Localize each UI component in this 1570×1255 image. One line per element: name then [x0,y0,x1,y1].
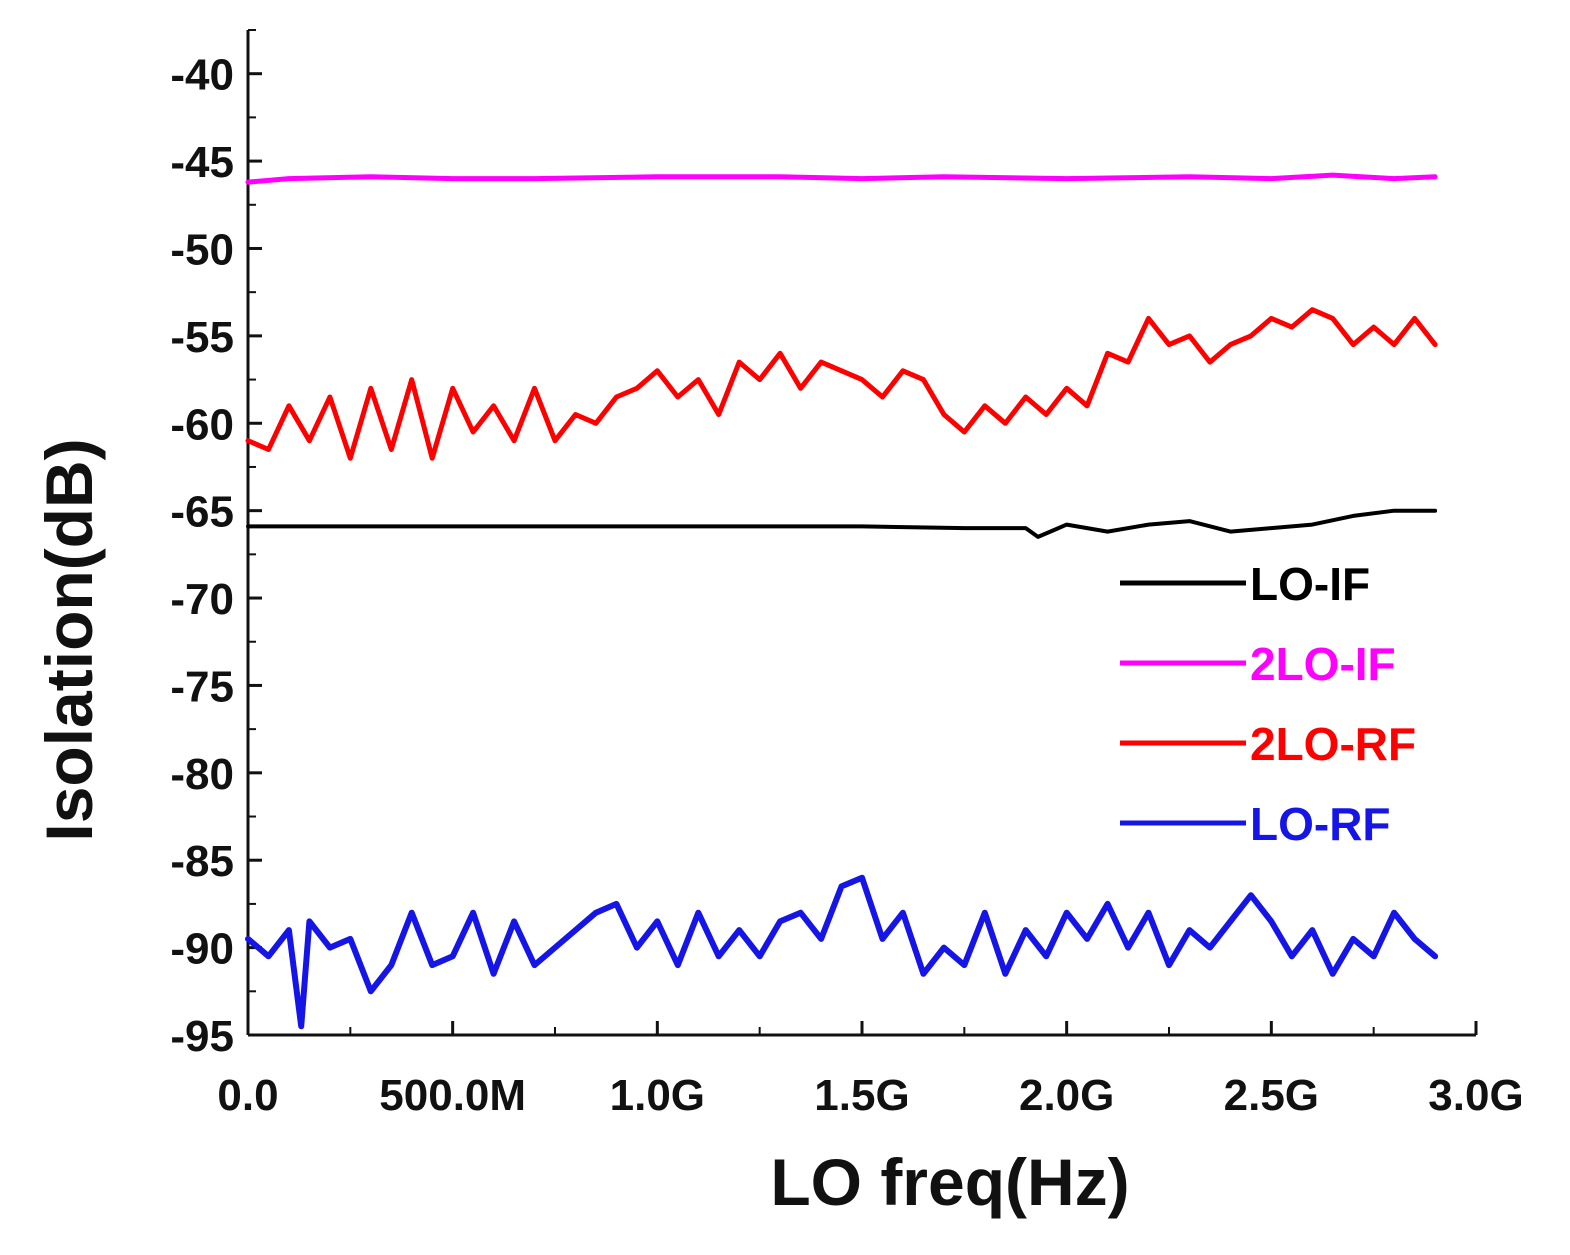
x-tick-label: 3.0G [1428,1071,1523,1120]
series-line-lo-if [246,508,1438,539]
y-tick-label: -55 [170,313,234,362]
axes-layer: -40 -45 -50 -55 -60 -65 -70 -75 -80 -85 -90 -95 0.0 5… [170,29,1524,1120]
x-tick-label: 2.5G [1224,1071,1319,1120]
y-tick-label: -95 [170,1012,234,1061]
y-tick-label: -70 [170,575,234,624]
y-tick-label: -65 [170,488,234,537]
series-line-2lo-rf [245,307,1438,461]
x-tick-label: 0.0 [217,1071,278,1120]
y-tick-label: -90 [170,925,234,974]
y-tick-label: -40 [170,51,234,100]
x-tick-label: 1.0G [610,1071,705,1120]
legend: LO-IF 2LO-IF 2LO-RF LO-RF [1120,558,1416,850]
x-axis-title: LO freq(Hz) [770,1145,1129,1219]
y-tick-label: -50 [170,225,234,274]
y-tick-label: -85 [170,837,234,886]
legend-label-lo-rf: LO-RF [1250,798,1391,850]
y-tick-label: -45 [170,138,234,187]
x-tick-label: 1.5G [814,1071,909,1120]
y-tick-label: -60 [170,400,234,449]
legend-label-2lo-if: 2LO-IF [1250,638,1396,690]
y-tick-label: -80 [170,750,234,799]
x-tick-label: 2.0G [1019,1071,1114,1120]
y-tick-label: -75 [170,662,234,711]
legend-label-2lo-rf: 2LO-RF [1250,718,1416,770]
legend-label-lo-if: LO-IF [1250,558,1370,610]
series-line-lo-rf [245,874,1439,1030]
series-layer [245,172,1439,1030]
y-axis-title: Isolation(dB) [32,438,106,841]
x-tick-label: 500.0M [379,1071,526,1120]
series-line-2lo-if [245,172,1438,185]
